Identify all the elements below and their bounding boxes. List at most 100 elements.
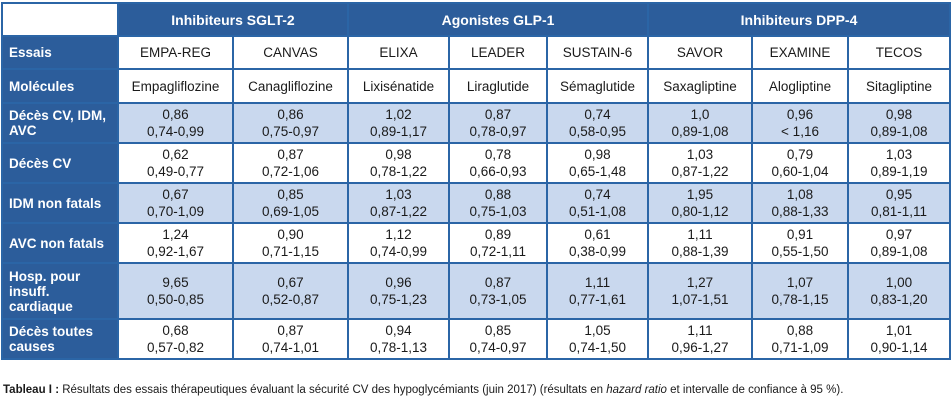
results-table: Inhibiteurs SGLT-2 Agonistes GLP-1 Inhibit… [1, 2, 951, 360]
confidence-interval: 0,38-0,99 [568, 244, 627, 259]
table-cell: 0,74 0,51-1,08 [546, 182, 650, 224]
table-cell: TECOS [847, 35, 951, 70]
confidence-interval: 0,74-0,97 [469, 340, 527, 355]
confidence-interval: 0,71-1,09 [771, 340, 829, 355]
table-cell: 1,03 0,87-1,22 [647, 142, 754, 184]
hazard-ratio-value: 0,98 [385, 147, 412, 162]
hazard-ratio-value: 0,61 [584, 227, 611, 242]
hazard-ratio-value: 1,01 [885, 323, 913, 338]
table-cell: 1,24 0,92-1,67 [117, 222, 234, 264]
table-cell: 0,79 0,60-1,04 [751, 142, 850, 184]
table-cell: 0,85 0,69-1,05 [231, 182, 350, 224]
caption-label: Tableau I : [3, 384, 60, 396]
confidence-interval: 0,69-1,05 [261, 204, 320, 219]
hazard-ratio-value: 0,95 [885, 187, 913, 202]
hazard-ratio-value: 1,03 [686, 147, 714, 162]
hazard-ratio-value: 0,98 [584, 147, 611, 162]
confidence-interval: < 1,16 [781, 124, 819, 139]
table-cell: 0,86 0,74-0,99 [117, 102, 234, 144]
confidence-interval: 0,71-1,15 [261, 244, 320, 259]
table-row: Décès toutes causes 0,68 0,57-0,82 0,87 0,74… [1, 318, 951, 360]
table-cell: 0,96 0,75-1,23 [347, 262, 451, 320]
confidence-interval: 0,87-1,22 [369, 204, 428, 219]
hazard-ratio-value: 1,08 [786, 187, 814, 202]
table-cell: 0,62 0,49-0,77 [117, 142, 234, 184]
table-cell: 0,88 0,75-1,03 [448, 182, 549, 224]
confidence-interval: 0,78-0,97 [469, 124, 527, 139]
confidence-interval: 0,49-0,77 [146, 164, 205, 179]
table-row: Décès CV, IDM, AVC 0,86 0,74-0,99 0,86 0,75-… [1, 102, 951, 144]
table-cell: 1,95 0,80-1,12 [647, 182, 754, 224]
row-label: Molécules [1, 68, 119, 104]
confidence-interval: 0,72-1,11 [469, 244, 527, 259]
hazard-ratio-value: 0,86 [277, 107, 304, 122]
confidence-interval: 0,78-1,22 [369, 164, 428, 179]
table-cell: LEADER [448, 35, 549, 70]
table-row: Molécules Empagliflozine Canagliflozine Lix… [1, 68, 951, 104]
confidence-interval: 0,87-1,22 [671, 164, 729, 179]
hazard-ratio-value: 1,05 [584, 323, 611, 338]
confidence-interval: 0,57-0,82 [146, 340, 205, 355]
table-cell: 0,61 0,38-0,99 [546, 222, 650, 264]
confidence-interval: 0,89-1,08 [870, 244, 928, 259]
table-cell: Empagliflozine [117, 68, 234, 104]
group-header: Agonistes GLP-1 [347, 2, 650, 37]
hazard-ratio-value: 1,11 [584, 275, 611, 290]
confidence-interval: 1,07-1,51 [671, 292, 729, 307]
table-cell: 1,07 0,78-1,15 [751, 262, 850, 320]
table-cell: 0,86 0,75-0,97 [231, 102, 350, 144]
caption-italic-term: hazard ratio [606, 384, 667, 396]
hazard-ratio-value: 0,94 [385, 323, 412, 338]
hazard-ratio-value: 1,24 [162, 227, 189, 242]
table-cell: Canagliflozine [231, 68, 350, 104]
table-cell: 1,0 0,89-1,08 [647, 102, 754, 144]
hazard-ratio-value: 1,03 [385, 187, 412, 202]
confidence-interval: 0,75-1,03 [469, 204, 527, 219]
table-row: IDM non fatals 0,67 0,70-1,09 0,85 0,69-1,05… [1, 182, 951, 224]
table-cell: 0,67 0,70-1,09 [117, 182, 234, 224]
table-cell: 1,03 0,87-1,22 [347, 182, 451, 224]
confidence-interval: 0,90-1,14 [870, 340, 928, 355]
table-cell: 0,78 0,66-0,93 [448, 142, 549, 184]
hazard-ratio-value: 9,65 [162, 275, 189, 290]
confidence-interval: 0,89-1,19 [870, 164, 928, 179]
hazard-ratio-value: 0,62 [162, 147, 189, 162]
hazard-ratio-value: 1,0 [690, 107, 710, 122]
table-cell: 0,67 0,52-0,87 [231, 262, 350, 320]
confidence-interval: 0,89-1,08 [870, 124, 928, 139]
hazard-ratio-value: 0,98 [885, 107, 913, 122]
confidence-interval: 0,72-1,06 [261, 164, 320, 179]
table-caption: Tableau I : Résultats des essais thérape… [3, 384, 948, 396]
confidence-interval: 0,51-1,08 [568, 204, 627, 219]
table-cell: Alogliptine [751, 68, 850, 104]
table-cell: 1,05 0,74-1,50 [546, 318, 650, 360]
caption-text: Résultats des essais thérapeutiques éval… [59, 384, 607, 396]
row-label: Essais [1, 35, 119, 70]
hazard-ratio-value: 0,86 [162, 107, 189, 122]
hazard-ratio-value: 0,97 [885, 227, 913, 242]
table-cell: 1,01 0,90-1,14 [847, 318, 951, 360]
hazard-ratio-value: 1,00 [885, 275, 913, 290]
table-cell: Saxagliptine [647, 68, 754, 104]
hazard-ratio-value: 1,03 [885, 147, 913, 162]
hazard-ratio-value: 1,02 [385, 107, 412, 122]
hazard-ratio-value: 1,07 [786, 275, 814, 290]
group-header-row: Inhibiteurs SGLT-2 Agonistes GLP-1 Inhibit… [1, 2, 951, 37]
confidence-interval: 0,50-0,85 [146, 292, 205, 307]
confidence-interval: 0,60-1,04 [771, 164, 829, 179]
table-cell: 0,95 0,81-1,11 [847, 182, 951, 224]
confidence-interval: 0,83-1,20 [870, 292, 928, 307]
hazard-ratio-value: 1,11 [687, 227, 713, 242]
table-cell: 0,97 0,89-1,08 [847, 222, 951, 264]
hazard-ratio-value: 0,78 [484, 147, 512, 162]
table-cell: Lixisénatide [347, 68, 451, 104]
table-cell: 0,98 0,89-1,08 [847, 102, 951, 144]
table-row: Décès CV 0,62 0,49-0,77 0,87 0,72-1,06 0,98 0,… [1, 142, 951, 184]
hazard-ratio-value: 0,85 [277, 187, 304, 202]
table-cell: 0,87 0,78-0,97 [448, 102, 549, 144]
hazard-ratio-value: 0,88 [484, 187, 512, 202]
hazard-ratio-value: 0,79 [786, 147, 814, 162]
confidence-interval: 0,52-0,87 [261, 292, 320, 307]
confidence-interval: 0,75-0,97 [261, 124, 320, 139]
